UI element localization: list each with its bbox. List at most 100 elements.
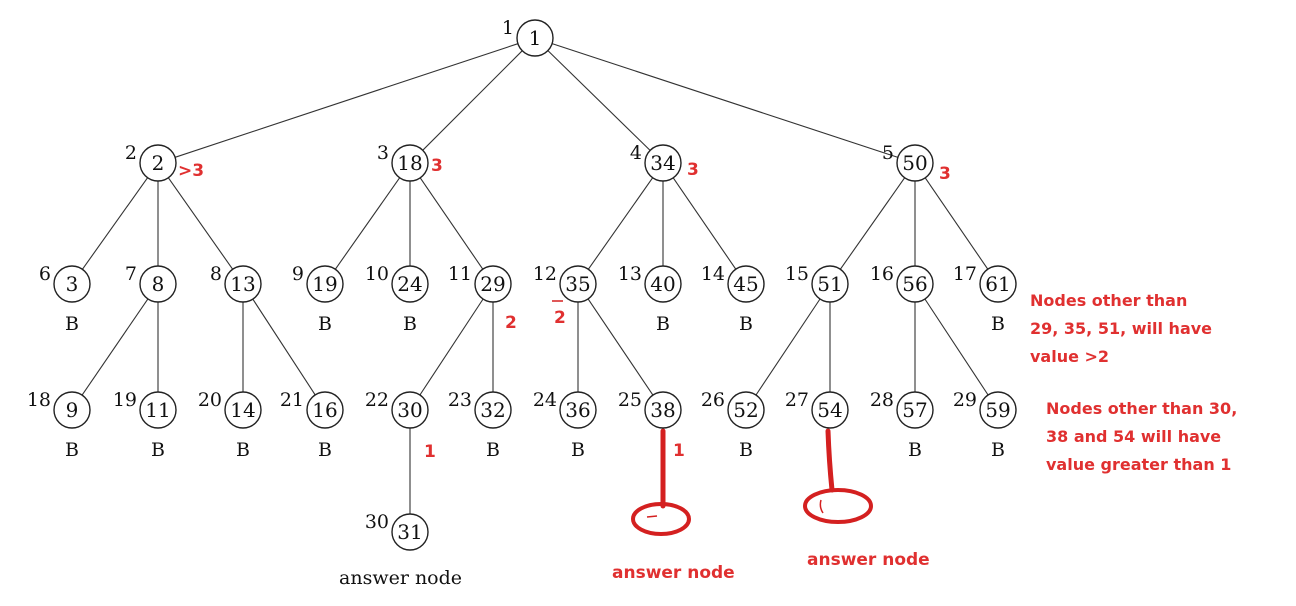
tree-node-13: 40 13 B bbox=[618, 263, 682, 335]
tree-node-10: 24 10 B bbox=[365, 263, 429, 335]
node-circle bbox=[391, 144, 429, 182]
node-value: 31 bbox=[397, 520, 422, 544]
node-index: 13 bbox=[618, 263, 642, 285]
tree-node-3: 18 3 bbox=[377, 142, 429, 182]
answer-node-drawings bbox=[631, 428, 873, 536]
answer-node-scribble bbox=[646, 515, 658, 518]
node-circle bbox=[727, 391, 765, 429]
node-value: 8 bbox=[152, 272, 165, 296]
edge-2-8 bbox=[167, 177, 234, 270]
edge-3-9 bbox=[334, 177, 401, 270]
bound-annotation-node-2: >3 bbox=[178, 161, 204, 181]
node-index: 16 bbox=[870, 263, 894, 285]
bounded-mark: B bbox=[236, 439, 250, 461]
node-index: 1 bbox=[502, 17, 514, 39]
node-index: 2 bbox=[125, 142, 137, 164]
tree-node-21: 16 21 B bbox=[280, 389, 344, 461]
node-circle bbox=[727, 265, 765, 303]
node-circle bbox=[559, 265, 597, 303]
tree-node-30: 31 30 bbox=[365, 511, 429, 551]
bound-annotation-node-5: 3 bbox=[939, 164, 951, 184]
bound-annotation-node-11: 2 bbox=[505, 313, 517, 333]
tree-node-18: 9 18 B bbox=[27, 389, 91, 461]
bounded-mark: B bbox=[486, 439, 500, 461]
node-index: 28 bbox=[870, 389, 894, 411]
node-index: 24 bbox=[533, 389, 557, 411]
note-level4: Nodes other than 30, 38 and 54 will have… bbox=[1046, 399, 1237, 474]
node-index: 18 bbox=[27, 389, 51, 411]
edge-4-14 bbox=[672, 177, 737, 270]
bounded-mark: B bbox=[908, 439, 922, 461]
node-value: 30 bbox=[397, 398, 422, 422]
node-index: 9 bbox=[292, 263, 304, 285]
edge-4-12 bbox=[587, 177, 654, 270]
edge-1-2 bbox=[174, 43, 519, 158]
node-value: 16 bbox=[312, 398, 337, 422]
tree-node-7: 87 bbox=[125, 263, 177, 303]
node-index: 7 bbox=[125, 263, 137, 285]
node-circle bbox=[979, 265, 1017, 303]
node-value: 57 bbox=[902, 398, 927, 422]
node-circle bbox=[139, 265, 177, 303]
tree-node-22: 30 22 bbox=[365, 389, 429, 429]
node-circle bbox=[644, 391, 682, 429]
tree-node-14: 45 14 B bbox=[701, 263, 765, 335]
tree-node-25: 38 25 bbox=[618, 389, 682, 429]
node-index: 3 bbox=[377, 142, 389, 164]
tree-node-6: 36 B bbox=[39, 263, 91, 335]
node-index: 23 bbox=[448, 389, 472, 411]
node-circle bbox=[811, 391, 849, 429]
node-index: 4 bbox=[630, 142, 642, 164]
node-index: 29 bbox=[953, 389, 977, 411]
node-circle bbox=[391, 265, 429, 303]
edge-15-26 bbox=[755, 298, 821, 396]
tree-node-26: 52 26 B bbox=[701, 389, 765, 461]
node-value: 50 bbox=[902, 151, 927, 175]
tree-node-20: 14 20 B bbox=[198, 389, 262, 461]
note-level3: Nodes other than 29, 35, 51, will have v… bbox=[1030, 291, 1212, 366]
node-index: 10 bbox=[365, 263, 389, 285]
bound-annotation-node-3: 3 bbox=[431, 156, 443, 176]
edge-7-18 bbox=[81, 298, 149, 396]
bounded-mark: B bbox=[656, 313, 670, 335]
node-circle bbox=[224, 391, 262, 429]
bounded-mark: B bbox=[403, 313, 417, 335]
tree-node-2: 22 bbox=[125, 142, 177, 182]
node-value: 11 bbox=[145, 398, 170, 422]
node-circle bbox=[224, 265, 262, 303]
node-index: 26 bbox=[701, 389, 725, 411]
node-value: 29 bbox=[480, 272, 505, 296]
note-level4-line-1: Nodes other than 30, bbox=[1046, 399, 1237, 418]
edge-2-6 bbox=[81, 177, 149, 270]
node-index: 14 bbox=[701, 263, 725, 285]
tree-node-27: 54 27 bbox=[785, 389, 849, 429]
node-value: 1 bbox=[529, 26, 542, 50]
node-index: 22 bbox=[365, 389, 389, 411]
edge-5-17 bbox=[924, 177, 989, 270]
note-level4-line-3: value greater than 1 bbox=[1046, 455, 1231, 474]
note-level3-line-1: Nodes other than bbox=[1030, 291, 1187, 310]
node-value: 24 bbox=[397, 272, 422, 296]
edge-11-22 bbox=[419, 298, 484, 396]
note-level3-line-2: 29, 35, 51, will have bbox=[1030, 319, 1212, 338]
node-circle bbox=[516, 19, 554, 57]
node-value: 32 bbox=[480, 398, 505, 422]
note-level3-line-3: value >2 bbox=[1030, 347, 1109, 366]
edge-3-11 bbox=[419, 177, 484, 270]
bound-annotation-node-22: 1 bbox=[424, 442, 436, 462]
node-circle bbox=[811, 265, 849, 303]
node-index: 17 bbox=[953, 263, 977, 285]
bounded-mark: B bbox=[318, 313, 332, 335]
node-index: 27 bbox=[785, 389, 809, 411]
tree-node-1: 11 bbox=[502, 17, 554, 57]
bound-annotation-node-25: 1 bbox=[673, 441, 685, 461]
node-value: 9 bbox=[66, 398, 79, 422]
node-circle bbox=[896, 391, 934, 429]
bound-annotation-node-12: 2 bbox=[554, 308, 566, 328]
node-value: 19 bbox=[312, 272, 337, 296]
node-circle bbox=[306, 265, 344, 303]
node-value: 56 bbox=[902, 272, 927, 296]
tree-node-16: 56 16 bbox=[870, 263, 934, 303]
